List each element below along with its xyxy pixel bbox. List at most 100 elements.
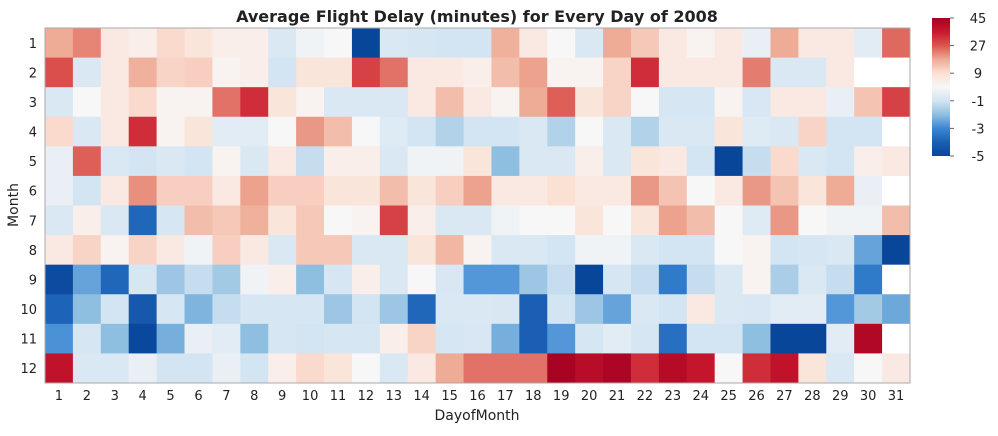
heatmap-cell bbox=[714, 323, 743, 354]
heatmap-cell bbox=[854, 294, 883, 325]
heatmap-cell bbox=[463, 323, 492, 354]
heatmap-cell bbox=[463, 116, 492, 147]
legend-tick-label: -3 bbox=[972, 122, 985, 137]
heatmap-cell bbox=[156, 28, 185, 58]
x-tick-label: 16 bbox=[469, 389, 486, 404]
heatmap-cell bbox=[240, 116, 269, 147]
heatmap-cell bbox=[72, 205, 102, 236]
heatmap-cell bbox=[603, 353, 632, 384]
x-tick-label: 2 bbox=[83, 389, 91, 404]
heatmap-cell bbox=[658, 175, 688, 206]
heatmap-cell bbox=[351, 28, 381, 58]
heatmap-cell bbox=[826, 323, 855, 354]
heatmap-cell bbox=[100, 353, 130, 384]
heatmap-cell bbox=[686, 87, 716, 118]
heatmap-cell bbox=[128, 146, 158, 177]
heatmap-cell bbox=[798, 87, 827, 118]
heatmap-cell bbox=[240, 235, 269, 266]
heatmap-cell bbox=[351, 116, 381, 147]
x-tick-label: 8 bbox=[250, 389, 258, 404]
heatmap-cell bbox=[882, 57, 911, 88]
heatmap-cell bbox=[603, 323, 632, 354]
heatmap-cell bbox=[184, 264, 213, 295]
heatmap-cell bbox=[547, 175, 576, 206]
heatmap-cell bbox=[212, 28, 241, 58]
heatmap-cell bbox=[128, 175, 158, 206]
heatmap-cell bbox=[826, 264, 855, 295]
heatmap-cell bbox=[575, 116, 604, 147]
heatmap-cell bbox=[240, 323, 269, 354]
heatmap-cell bbox=[156, 146, 185, 177]
heatmap-cell bbox=[686, 28, 716, 58]
heatmap-cell bbox=[435, 294, 464, 325]
heatmap-cell bbox=[491, 28, 520, 58]
heatmap-cell bbox=[742, 205, 771, 236]
heatmap-cell bbox=[100, 264, 130, 295]
heatmap-cell bbox=[351, 235, 381, 266]
heatmap-cell bbox=[742, 116, 771, 147]
heatmap-cell bbox=[268, 116, 297, 147]
x-tick-label: 23 bbox=[665, 389, 682, 404]
heatmap-cell bbox=[770, 146, 799, 177]
heatmap-cell bbox=[351, 87, 381, 118]
x-tick-label: 12 bbox=[358, 389, 375, 404]
heatmap-cell bbox=[798, 57, 827, 88]
heatmap-cell bbox=[686, 175, 716, 206]
heatmap-cell bbox=[463, 205, 492, 236]
heatmap-cell bbox=[575, 28, 604, 58]
heatmap-cell bbox=[742, 235, 771, 266]
heatmap-cell bbox=[100, 116, 130, 147]
heatmap-cell bbox=[324, 235, 353, 266]
heatmap-cell bbox=[45, 57, 74, 88]
x-tick-label: 13 bbox=[386, 389, 403, 404]
heatmap-cell bbox=[854, 28, 883, 58]
heatmap-cell bbox=[184, 205, 213, 236]
heatmap-cell bbox=[658, 57, 688, 88]
heatmap-cell bbox=[296, 323, 325, 354]
heatmap-cell bbox=[324, 28, 353, 58]
x-tick-label: 21 bbox=[609, 389, 626, 404]
heatmap-cell bbox=[547, 235, 576, 266]
heatmap-cell bbox=[128, 28, 158, 58]
heatmap-cell bbox=[72, 235, 102, 266]
x-tick-label: 14 bbox=[413, 389, 430, 404]
heatmap-cell bbox=[296, 205, 325, 236]
heatmap-cell bbox=[742, 294, 771, 325]
heatmap-cell bbox=[72, 116, 102, 147]
heatmap-cell bbox=[547, 353, 576, 384]
heatmap-cell bbox=[407, 175, 437, 206]
y-tick-label: 2 bbox=[29, 66, 37, 81]
heatmap-cell bbox=[240, 28, 269, 58]
heatmap-cell bbox=[854, 87, 883, 118]
heatmap-cell bbox=[100, 205, 130, 236]
heatmap-cell bbox=[379, 116, 409, 147]
heatmap-cell bbox=[324, 175, 353, 206]
heatmap-cell bbox=[519, 205, 548, 236]
heatmap-cell bbox=[547, 205, 576, 236]
heatmap-cell bbox=[296, 146, 325, 177]
heatmap-cell bbox=[407, 353, 437, 384]
heatmap-cell bbox=[770, 264, 799, 295]
heatmap-cell bbox=[519, 264, 548, 295]
heatmap-cell bbox=[435, 57, 464, 88]
heatmap-cell bbox=[575, 235, 604, 266]
heatmap-cell bbox=[882, 294, 911, 325]
heatmap-cell bbox=[603, 175, 632, 206]
heatmap-cell bbox=[463, 264, 492, 295]
heatmap-cell bbox=[630, 323, 660, 354]
heatmap-cell bbox=[686, 57, 716, 88]
heatmap-cell bbox=[268, 57, 297, 88]
heatmap-cell bbox=[826, 175, 855, 206]
heatmap-cell bbox=[603, 294, 632, 325]
x-tick-label: 29 bbox=[832, 389, 849, 404]
heatmap-cell bbox=[72, 294, 102, 325]
heatmap-cell bbox=[463, 175, 492, 206]
x-tick-label: 18 bbox=[525, 389, 542, 404]
heatmap-cell bbox=[770, 175, 799, 206]
heatmap-cell bbox=[742, 87, 771, 118]
heatmap-cell bbox=[72, 264, 102, 295]
heatmap-cell bbox=[156, 116, 185, 147]
heatmap-cell bbox=[882, 28, 911, 58]
heatmap-cell bbox=[658, 235, 688, 266]
